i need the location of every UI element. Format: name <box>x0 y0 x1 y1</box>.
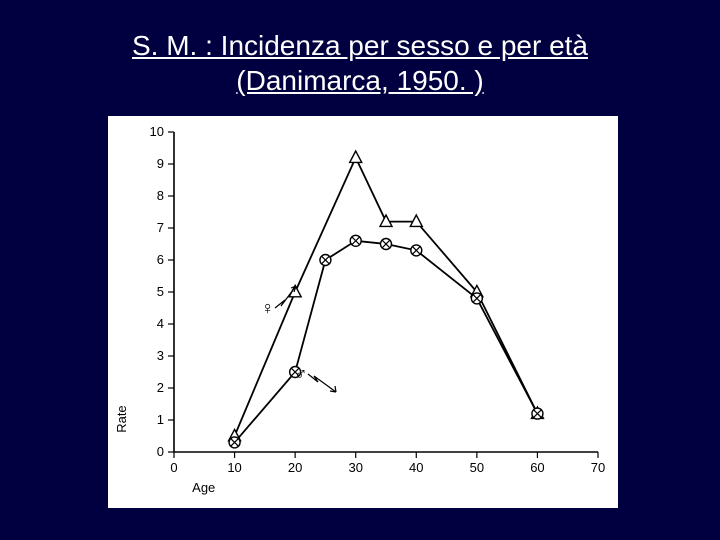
chart-svg: 0 1 2 3 4 5 6 7 8 9 10 0 10 20 30 40 50 60 70 Age Rate ♀ ♂ <box>108 116 618 508</box>
female-symbol-icon: ♀ <box>261 298 275 318</box>
male-arrow <box>308 374 336 392</box>
x-tick-label: 0 <box>170 460 177 475</box>
x-tick-label: 40 <box>409 460 423 475</box>
axes <box>174 132 598 452</box>
slide-title: S. M. : Incidenza per sesso e per età (D… <box>0 28 720 98</box>
x-tick-label: 70 <box>591 460 605 475</box>
y-tick-label: 5 <box>157 284 164 299</box>
series-male-line <box>235 241 538 443</box>
y-tick-label: 0 <box>157 444 164 459</box>
y-tick-label: 6 <box>157 252 164 267</box>
y-tick-label: 9 <box>157 156 164 171</box>
title-line-2: (Danimarca, 1950. ) <box>236 65 483 96</box>
y-axis-label: Rate <box>114 405 129 432</box>
y-tick-label: 7 <box>157 220 164 235</box>
series-female-line <box>235 158 538 436</box>
marker-triangle <box>350 151 362 162</box>
male-symbol-icon: ♂ <box>294 364 308 384</box>
chart-container: 0 1 2 3 4 5 6 7 8 9 10 0 10 20 30 40 50 60 70 Age Rate ♀ ♂ <box>108 116 618 508</box>
y-tick-label: 10 <box>150 124 164 139</box>
title-line-1: S. M. : Incidenza per sesso e per età <box>132 30 588 61</box>
y-tick-label: 2 <box>157 380 164 395</box>
x-tick-label: 10 <box>227 460 241 475</box>
x-tick-label: 20 <box>288 460 302 475</box>
y-tick-label: 8 <box>157 188 164 203</box>
x-tick-label: 60 <box>530 460 544 475</box>
y-tick-label: 4 <box>157 316 164 331</box>
x-axis-label: Age <box>192 480 215 495</box>
x-tick-label: 30 <box>348 460 362 475</box>
x-tick-label: 50 <box>470 460 484 475</box>
y-tick-label: 1 <box>157 412 164 427</box>
y-tick-label: 3 <box>157 348 164 363</box>
